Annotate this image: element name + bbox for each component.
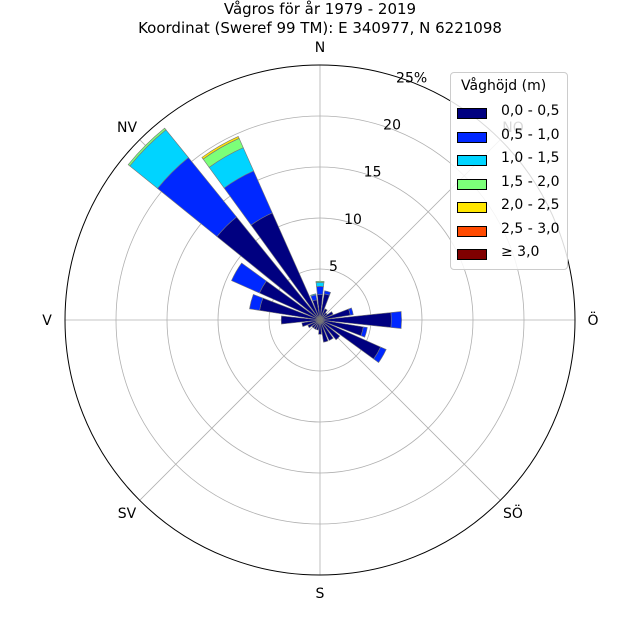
legend-label: 1,5 - 2,0 — [501, 173, 560, 190]
direction-label-s: S — [316, 586, 325, 602]
plot-frame — [64, 64, 576, 576]
rose-bars — [127, 127, 402, 363]
rose-bar-segment-0-1 — [316, 286, 324, 295]
legend-label: 1,0 - 1,5 — [501, 150, 560, 166]
chart-subtitle: Koordinat (Sweref 99 TM): E 340977, N 62… — [138, 19, 502, 37]
direction-label-n: N — [315, 40, 325, 56]
legend-swatch — [457, 108, 487, 119]
rose-bar-segment-30-0 — [319, 308, 328, 321]
legend-swatch — [457, 155, 487, 166]
rose-bar-segment-270-0 — [280, 315, 321, 325]
legend-swatch — [457, 225, 487, 237]
radial-tick-label: 10 — [344, 212, 362, 228]
rose-bar-segment-285-1 — [249, 294, 264, 311]
rose-bar-segment-210-0 — [313, 319, 321, 330]
legend-swatch — [457, 249, 487, 260]
legend-label: ≥ 3,0 — [501, 244, 540, 260]
grid-spoke — [139, 319, 321, 501]
radial-tick-label: 25% — [396, 70, 427, 86]
direction-label-ö: Ö — [587, 311, 598, 329]
legend-label: 2,5 - 3,0 — [501, 220, 560, 237]
legend-label: 0,5 - 1,0 — [501, 126, 560, 143]
rose-bar-segment-150-0 — [319, 319, 334, 341]
legend-item: 0,0 - 0,5 — [457, 103, 565, 123]
direction-label-nv: NV — [117, 120, 137, 136]
rose-bar-segment-90-1 — [390, 311, 402, 329]
rose-bar-segment-240-0 — [307, 319, 321, 329]
legend: Våghöjd (m) 0,0 - 0,5 0,5 - 1,0 1,0 - 1,5 1… — [450, 72, 568, 270]
legend-item: 0,5 - 1,0 — [457, 127, 565, 147]
legend-label: 0,0 - 0,5 — [501, 103, 560, 119]
legend-item: ≥ 3,0 — [457, 244, 565, 264]
legend-item: 2,5 - 3,0 — [457, 221, 565, 241]
rose-bar-segment-120-1 — [373, 346, 387, 363]
rose-bar-segment-300-1 — [231, 262, 267, 294]
rose-bar-segment-135-0 — [319, 319, 341, 341]
rose-bar-segment-0-3 — [315, 280, 325, 283]
legend-swatch — [457, 178, 487, 190]
radial-tick-label: 15 — [364, 165, 382, 181]
rose-bar-segment-255-0 — [301, 319, 321, 327]
direction-label-v: V — [42, 313, 52, 329]
rose-bar-segment-60-0 — [319, 311, 334, 321]
legend-swatch — [457, 131, 487, 143]
rose-bar-segment-225-0 — [311, 319, 321, 329]
rose-bar-segment-0-2 — [315, 281, 325, 287]
rose-bar-segment-165-0 — [319, 319, 329, 343]
rose-bar-segment-45-0 — [319, 312, 328, 321]
legend-item: 1,5 - 2,0 — [457, 174, 565, 194]
rose-bar-segment-15-1 — [323, 290, 331, 296]
rose-bar-segment-330-4 — [201, 136, 240, 160]
chart-title: Vågros för år 1979 - 2019 — [223, 0, 417, 18]
legend-item: 1,0 - 1,5 — [457, 150, 565, 170]
legend-label: 2,0 - 2,5 — [501, 197, 560, 213]
rose-bar-segment-105-1 — [360, 326, 368, 338]
rose-bar-segment-345-2 — [310, 293, 317, 297]
radial-tick-label: 5 — [329, 259, 338, 275]
legend-title: Våghöjd (m) — [461, 78, 547, 94]
grid-spoke — [319, 319, 501, 501]
rose-bar-segment-315-3 — [127, 127, 167, 167]
direction-label-sö: SÖ — [503, 504, 523, 522]
legend-swatch — [457, 202, 487, 213]
rose-bar-segment-75-1 — [348, 307, 354, 316]
rose-bar-segment-180-0 — [318, 319, 322, 335]
radial-tick-label: 20 — [383, 118, 401, 134]
legend-item: 2,0 - 2,5 — [457, 197, 565, 217]
direction-label-sv: SV — [118, 506, 137, 522]
